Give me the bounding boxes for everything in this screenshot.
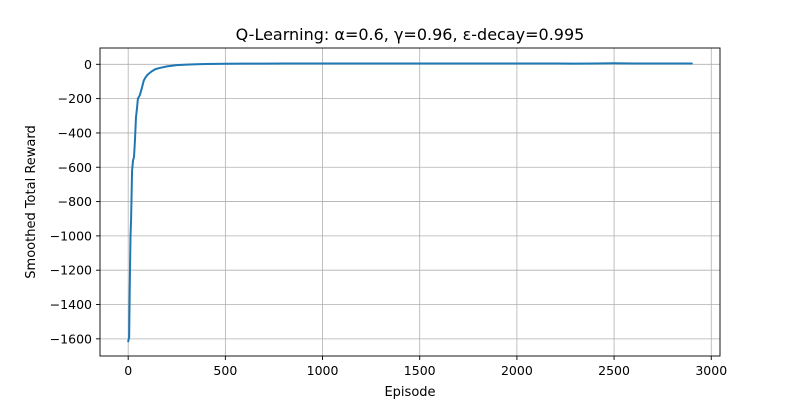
y-tick-label: −1200 xyxy=(50,263,92,278)
grid xyxy=(100,48,720,356)
chart-title: Q-Learning: α=0.6, γ=0.96, ε-decay=0.995 xyxy=(236,25,585,44)
plot-frame xyxy=(99,47,721,357)
x-tick-label: 0 xyxy=(124,363,132,378)
x-axis-label: Episode xyxy=(384,385,435,400)
x-tick-label: 1000 xyxy=(307,363,339,378)
y-tick-label: −1000 xyxy=(50,228,92,243)
y-tick-label: −600 xyxy=(58,160,92,175)
y-axis-label: Smoothed Total Reward xyxy=(24,125,39,278)
y-tick-label: −1400 xyxy=(50,297,92,312)
x-tick-label: 500 xyxy=(213,363,237,378)
y-tick-label: 0 xyxy=(84,57,92,72)
x-tick-label: 2000 xyxy=(501,363,533,378)
y-tick-label: −1600 xyxy=(50,331,92,346)
series-line-0 xyxy=(127,62,693,343)
x-axis: 0 500 1000 1500 2000 2500 3000 xyxy=(124,356,727,378)
x-tick-label: 3000 xyxy=(695,363,727,378)
x-tick-label: 2500 xyxy=(598,363,630,378)
y-tick-label: −200 xyxy=(58,91,92,106)
y-axis: 0 −200 −400 −600 −800 −1000 −1200 −1400 −1600 xyxy=(50,57,100,346)
y-tick-label: −800 xyxy=(58,194,92,209)
y-tick-label: −400 xyxy=(58,125,92,140)
x-tick-label: 1500 xyxy=(404,363,436,378)
series-layer xyxy=(127,62,693,343)
